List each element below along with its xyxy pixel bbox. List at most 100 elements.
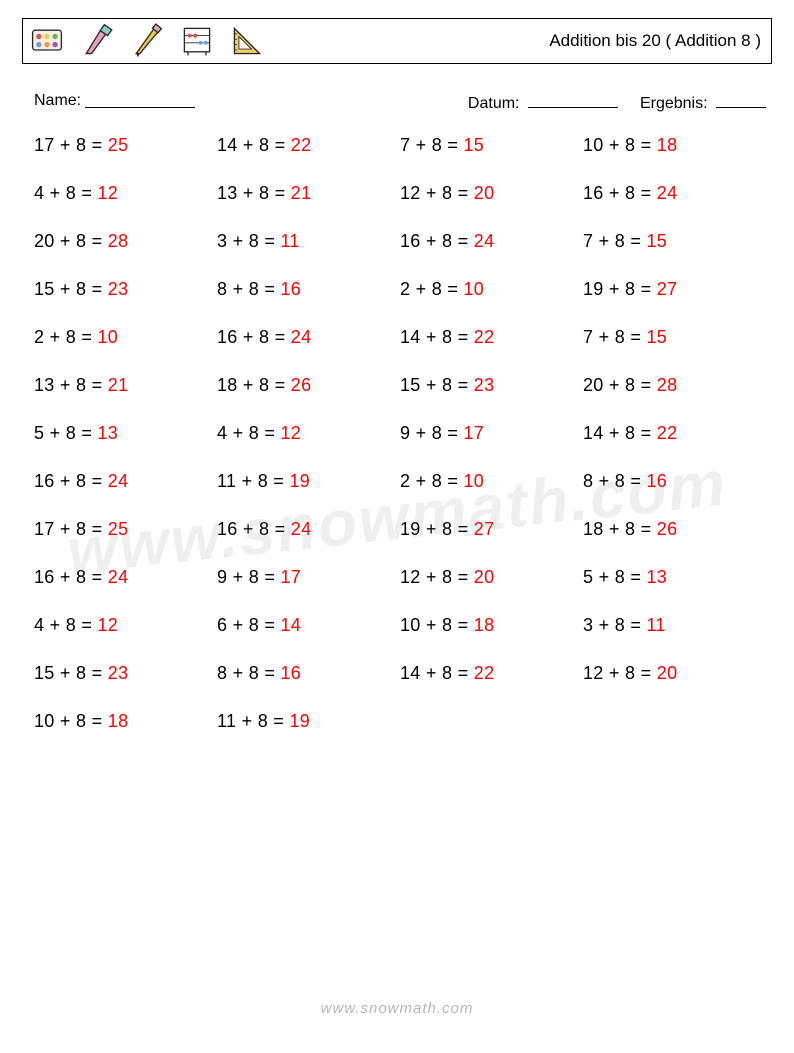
problem-answer: 24 <box>474 231 495 251</box>
problem-answer: 18 <box>108 711 129 731</box>
problem: 8 + 8 = 16 <box>583 471 766 492</box>
problem: 7 + 8 = 15 <box>583 327 766 348</box>
problem-expression: 16 + 8 = <box>34 567 108 587</box>
problem-answer: 19 <box>289 471 310 491</box>
result-blank[interactable] <box>716 92 766 108</box>
problem-expression: 8 + 8 = <box>583 471 646 491</box>
problem: 3 + 8 = 11 <box>217 231 400 252</box>
problem: 16 + 8 = 24 <box>400 231 583 252</box>
problem-answer: 23 <box>108 663 129 683</box>
problem-answer: 26 <box>657 519 678 539</box>
problem-answer: 25 <box>108 519 129 539</box>
problem-answer: 22 <box>474 663 495 683</box>
problem: 5 + 8 = 13 <box>583 567 766 588</box>
problem-expression: 7 + 8 = <box>583 231 646 251</box>
problem-answer: 27 <box>474 519 495 539</box>
problem-answer: 22 <box>474 327 495 347</box>
problem-expression: 18 + 8 = <box>583 519 657 539</box>
problem-answer: 11 <box>646 615 665 635</box>
setsquare-icon <box>229 23 265 59</box>
problem: 6 + 8 = 14 <box>217 615 400 636</box>
problem-answer: 24 <box>657 183 678 203</box>
problem-expression: 6 + 8 = <box>217 615 280 635</box>
problem-answer: 21 <box>108 375 129 395</box>
abacus-icon <box>179 23 215 59</box>
problem: 12 + 8 = 20 <box>583 663 766 684</box>
problem: 17 + 8 = 25 <box>34 519 217 540</box>
problem-answer: 27 <box>657 279 678 299</box>
problem-expression: 10 + 8 = <box>400 615 474 635</box>
problem-expression: 4 + 8 = <box>34 615 97 635</box>
date-blank[interactable] <box>528 92 618 108</box>
problem-answer: 22 <box>291 135 312 155</box>
header-icons <box>29 23 265 59</box>
problem-expression: 2 + 8 = <box>400 279 463 299</box>
problem-answer: 24 <box>291 519 312 539</box>
problem-expression: 14 + 8 = <box>400 663 474 683</box>
worksheet-title: Addition bis 20 ( Addition 8 ) <box>549 31 761 51</box>
problem-expression: 16 + 8 = <box>217 327 291 347</box>
problem-expression: 12 + 8 = <box>583 663 657 683</box>
problem-expression: 11 + 8 = <box>217 711 289 731</box>
problem: 5 + 8 = 13 <box>34 423 217 444</box>
problem: 12 + 8 = 20 <box>400 567 583 588</box>
problem-answer: 12 <box>280 423 301 443</box>
problem: 10 + 8 = 18 <box>34 711 217 732</box>
problem: 10 + 8 = 18 <box>583 135 766 156</box>
problem: 20 + 8 = 28 <box>34 231 217 252</box>
problem-expression: 5 + 8 = <box>34 423 97 443</box>
problem-expression: 15 + 8 = <box>400 375 474 395</box>
problem-expression: 14 + 8 = <box>583 423 657 443</box>
problem: 11 + 8 = 19 <box>217 471 400 492</box>
problem-answer: 11 <box>280 231 299 251</box>
problem-answer: 13 <box>646 567 667 587</box>
problem-expression: 10 + 8 = <box>34 711 108 731</box>
palette-icon <box>29 23 65 59</box>
problem-expression: 19 + 8 = <box>400 519 474 539</box>
problem-answer: 23 <box>474 375 495 395</box>
problem: 15 + 8 = 23 <box>34 663 217 684</box>
problem: 11 + 8 = 19 <box>217 711 400 732</box>
problem-answer: 10 <box>97 327 118 347</box>
problem-expression: 3 + 8 = <box>217 231 280 251</box>
problem-expression: 12 + 8 = <box>400 183 474 203</box>
problem: 8 + 8 = 16 <box>217 663 400 684</box>
problem: 2 + 8 = 10 <box>34 327 217 348</box>
problem-expression: 13 + 8 = <box>217 183 291 203</box>
problem-expression: 16 + 8 = <box>34 471 108 491</box>
problem-expression: 14 + 8 = <box>400 327 474 347</box>
problem-answer: 16 <box>280 279 301 299</box>
problem-answer: 15 <box>646 327 667 347</box>
problem-answer: 21 <box>291 183 312 203</box>
problem-expression: 4 + 8 = <box>34 183 97 203</box>
problem-expression: 15 + 8 = <box>34 663 108 683</box>
problem: 7 + 8 = 15 <box>400 135 583 156</box>
pencil-icon <box>129 23 165 59</box>
name-blank[interactable] <box>85 92 195 108</box>
problem-answer: 17 <box>280 567 301 587</box>
problem-answer: 12 <box>97 183 118 203</box>
problem-expression: 8 + 8 = <box>217 279 280 299</box>
problem-answer: 28 <box>657 375 678 395</box>
name-label: Name: <box>34 92 81 113</box>
problem: 9 + 8 = 17 <box>217 567 400 588</box>
problem-answer: 26 <box>291 375 312 395</box>
problem-answer: 16 <box>646 471 667 491</box>
problem-expression: 20 + 8 = <box>34 231 108 251</box>
problem-answer: 12 <box>97 615 118 635</box>
problem: 9 + 8 = 17 <box>400 423 583 444</box>
problem-expression: 4 + 8 = <box>217 423 280 443</box>
result-label: Ergebnis: <box>640 95 708 112</box>
problem-expression: 16 + 8 = <box>217 519 291 539</box>
problem: 20 + 8 = 28 <box>583 375 766 396</box>
problems-grid: 17 + 8 = 2514 + 8 = 227 + 8 = 1510 + 8 =… <box>22 135 772 732</box>
problem-answer: 10 <box>463 471 484 491</box>
problem-expression: 10 + 8 = <box>583 135 657 155</box>
problem: 13 + 8 = 21 <box>34 375 217 396</box>
problem: 16 + 8 = 24 <box>34 471 217 492</box>
problem-expression: 7 + 8 = <box>400 135 463 155</box>
worksheet-page: Addition bis 20 ( Addition 8 ) Name: Dat… <box>0 0 794 1053</box>
problem-answer: 24 <box>291 327 312 347</box>
problem-expression: 12 + 8 = <box>400 567 474 587</box>
problem: 13 + 8 = 21 <box>217 183 400 204</box>
